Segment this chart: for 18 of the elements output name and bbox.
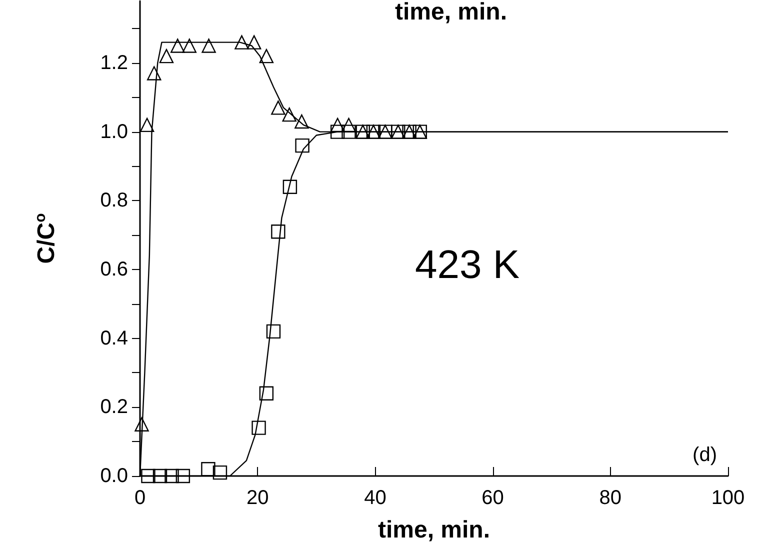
x-tick-label: 40 [364, 487, 386, 509]
x-tick-label: 100 [711, 487, 745, 509]
x-tick-label: 0 [134, 487, 146, 509]
annotation: time, min. [394, 0, 508, 26]
annotation: (d) [692, 444, 718, 466]
x-tick-label: 20 [246, 487, 269, 509]
y-tick-label: 0.0 [100, 465, 128, 487]
y-tick-label: 0.6 [100, 258, 128, 280]
annotation: 423 K [415, 243, 520, 287]
y-tick-label: 0.2 [100, 396, 128, 418]
x-tick-label: 60 [482, 487, 504, 509]
x-axis-title: time, min. [378, 516, 490, 544]
y-tick-label: 0.8 [100, 190, 128, 212]
y-axis-title: C/Co [32, 213, 60, 264]
y-tick-label: 1.0 [100, 120, 128, 143]
y-tick-label: 0.4 [100, 327, 128, 350]
x-tick-label: 80 [599, 487, 622, 509]
y-tick-label: 1.2 [100, 52, 128, 74]
